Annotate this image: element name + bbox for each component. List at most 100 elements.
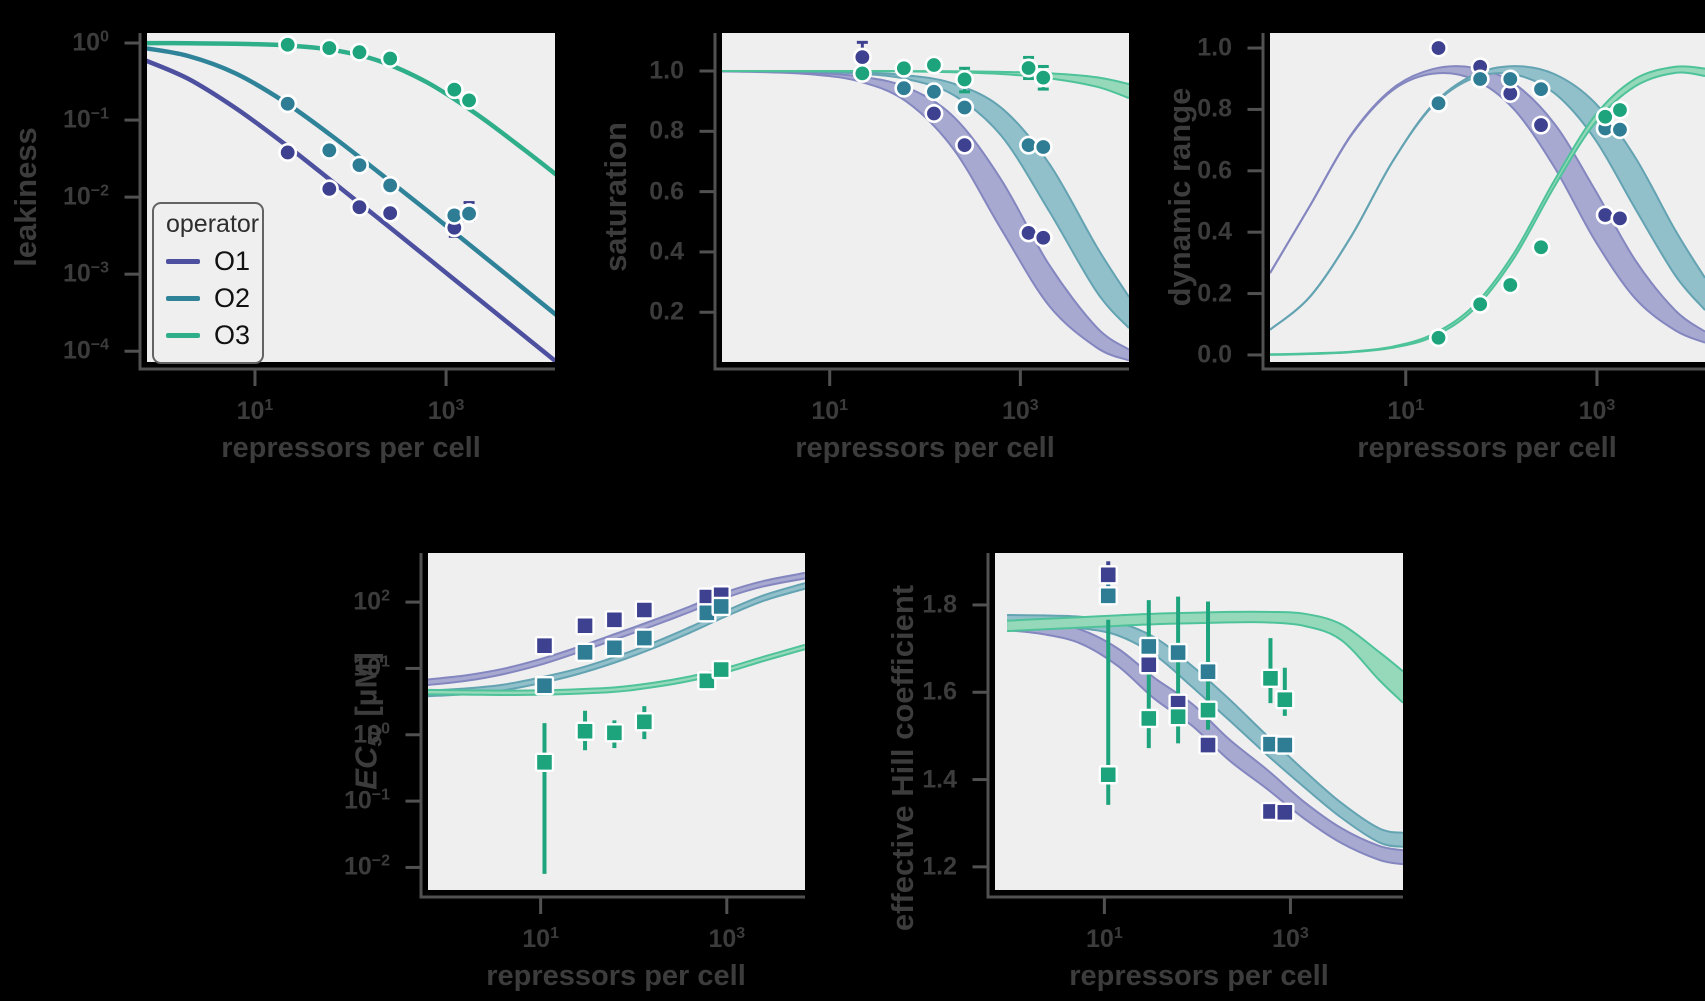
y-tick-label-leakiness: 100 — [72, 28, 109, 57]
data-point-O3-leakiness — [319, 38, 339, 58]
data-point-O2-saturation — [894, 78, 914, 98]
x-tick-label-ec50: 103 — [708, 925, 746, 953]
data-point-O2-saturation — [955, 97, 975, 117]
y-tick-label-dynamic-range: 0.2 — [1197, 279, 1232, 308]
data-point-O1-saturation — [924, 104, 944, 124]
data-point-O2-ec50 — [711, 596, 731, 617]
data-point-O3-dynamic-range — [1428, 328, 1448, 348]
x-axis-label-dynamic-range: repressors per cell — [1357, 432, 1617, 464]
hill-coefficient-axis-label: effective Hill coefficient — [885, 584, 920, 932]
y-tick-label-leakiness: 10−4 — [62, 336, 109, 365]
legend-item-O3: O3 — [166, 317, 252, 354]
data-point-O3-ec50 — [534, 752, 555, 772]
y-tick-label-saturation: 0.8 — [649, 116, 684, 145]
data-point-O1-effective-hill-coefficient — [1139, 655, 1159, 675]
data-point-O3-ec50 — [711, 659, 731, 680]
y-tick-label-ec50: 10−1 — [343, 786, 390, 815]
data-point-O2-effective-hill-coefficient — [1168, 642, 1188, 663]
dynamic-range-axis-label: dynamic range — [1162, 87, 1197, 307]
data-point-O3-dynamic-range — [1470, 294, 1490, 314]
y-tick-label-effective-hill-coefficient: 1.8 — [922, 590, 957, 619]
x-tick-label-ec50: 101 — [522, 925, 559, 953]
data-point-O3-effective-hill-coefficient — [1198, 700, 1218, 720]
data-point-O2-leakiness — [380, 175, 400, 195]
x-tick-label-leakiness: 101 — [236, 397, 274, 425]
data-point-O2-ec50 — [534, 675, 555, 696]
y-tick-label-ec50: 102 — [353, 587, 390, 616]
plot-area-dynamic-range — [1270, 38, 1705, 356]
data-point-O3-ec50 — [634, 712, 655, 732]
plot-area-saturation — [722, 40, 1129, 362]
data-point-O1-leakiness — [319, 179, 339, 199]
x-tick-label-effective-hill-coefficient: 103 — [1272, 925, 1309, 953]
data-point-O2-leakiness — [319, 140, 339, 160]
legend-line-swatch-O2 — [166, 296, 200, 301]
data-point-O3-effective-hill-coefficient — [1139, 708, 1159, 729]
x-tick-label-effective-hill-coefficient: 101 — [1086, 925, 1123, 953]
legend-label-O2: O2 — [214, 283, 251, 313]
data-point-O2-ec50 — [575, 642, 595, 663]
data-point-O3-saturation — [955, 69, 975, 89]
legend-item-O2: O2 — [166, 280, 252, 317]
data-point-O2-effective-hill-coefficient — [1098, 586, 1118, 606]
data-point-O3-leakiness — [380, 48, 400, 68]
y-tick-label-effective-hill-coefficient: 1.4 — [922, 765, 957, 794]
data-point-O1-saturation — [955, 135, 975, 155]
legend-label-O3: O3 — [214, 320, 251, 350]
data-point-O2-saturation — [1033, 137, 1053, 157]
band-edge-lower-O3-dynamic-range — [1270, 71, 1705, 356]
data-point-O3-leakiness — [278, 35, 298, 55]
data-point-O2-dynamic-range — [1610, 120, 1630, 140]
data-point-O1-ec50 — [575, 616, 595, 636]
y-tick-label-ec50: 100 — [353, 720, 390, 749]
y-tick-label-dynamic-range: 0.0 — [1197, 340, 1232, 369]
data-point-O1-dynamic-range — [1531, 115, 1551, 135]
data-point-O1-saturation — [852, 47, 872, 67]
data-point-O3-leakiness — [444, 80, 464, 100]
data-point-O3-ec50 — [604, 723, 625, 743]
data-point-O2-leakiness — [459, 204, 479, 224]
data-point-O2-dynamic-range — [1428, 93, 1448, 113]
data-point-O3-effective-hill-coefficient — [1098, 765, 1118, 785]
x-axis-label-saturation: repressors per cell — [795, 432, 1055, 464]
data-point-O1-leakiness — [278, 142, 298, 162]
y-tick-label-effective-hill-coefficient: 1.6 — [922, 677, 957, 706]
y-tick-label-dynamic-range: 0.6 — [1197, 156, 1232, 185]
data-point-O2-effective-hill-coefficient — [1139, 636, 1159, 657]
data-point-O2-leakiness — [349, 155, 369, 175]
plot-area-leakiness — [147, 35, 555, 362]
data-point-O3-dynamic-range — [1531, 237, 1551, 257]
credible-band-O1-effective-hill-coefficient — [1007, 619, 1403, 865]
data-point-O1-effective-hill-coefficient — [1098, 565, 1118, 585]
y-tick-label-effective-hill-coefficient: 1.2 — [922, 852, 957, 881]
fit-line-O2-leakiness — [147, 46, 555, 317]
y-tick-label-leakiness: 10−2 — [62, 182, 109, 211]
band-edge-lower-O1-dynamic-range — [1270, 72, 1705, 344]
legend-line-swatch-O3 — [166, 333, 200, 338]
x-axis-label-ec50: repressors per cell — [486, 960, 746, 992]
data-point-O2-ec50 — [634, 628, 655, 648]
data-point-O3-saturation — [924, 55, 944, 75]
data-point-O1-leakiness — [349, 197, 369, 217]
data-point-O3-effective-hill-coefficient — [1275, 689, 1295, 710]
x-tick-label-saturation: 103 — [1001, 397, 1039, 425]
y-tick-label-dynamic-range: 0.4 — [1197, 217, 1232, 246]
credible-band-O3-effective-hill-coefficient — [1007, 611, 1403, 703]
band-edge-lower-O3-effective-hill-coefficient — [1007, 621, 1403, 704]
band-edge-upper-O3-ec50 — [428, 643, 805, 692]
x-tick-label-dynamic-range: 103 — [1578, 397, 1616, 425]
y-tick-label-dynamic-range: 0.8 — [1197, 94, 1232, 123]
y-tick-label-dynamic-range: 1.0 — [1197, 33, 1232, 62]
credible-band-O2-effective-hill-coefficient — [1007, 615, 1403, 847]
band-edge-lower-O3-ec50 — [428, 648, 805, 697]
leakiness-axis-label: leakiness — [8, 127, 43, 267]
legend-item-O1: O1 — [166, 243, 252, 280]
y-tick-label-leakiness: 10−3 — [62, 259, 109, 288]
data-point-O1-ec50 — [634, 600, 655, 620]
data-point-O2-dynamic-range — [1531, 79, 1551, 99]
x-tick-label-saturation: 101 — [811, 397, 849, 425]
plot-area-ec50 — [428, 571, 805, 874]
y-tick-label-saturation: 0.4 — [649, 237, 684, 266]
data-point-O1-dynamic-range — [1610, 208, 1630, 228]
